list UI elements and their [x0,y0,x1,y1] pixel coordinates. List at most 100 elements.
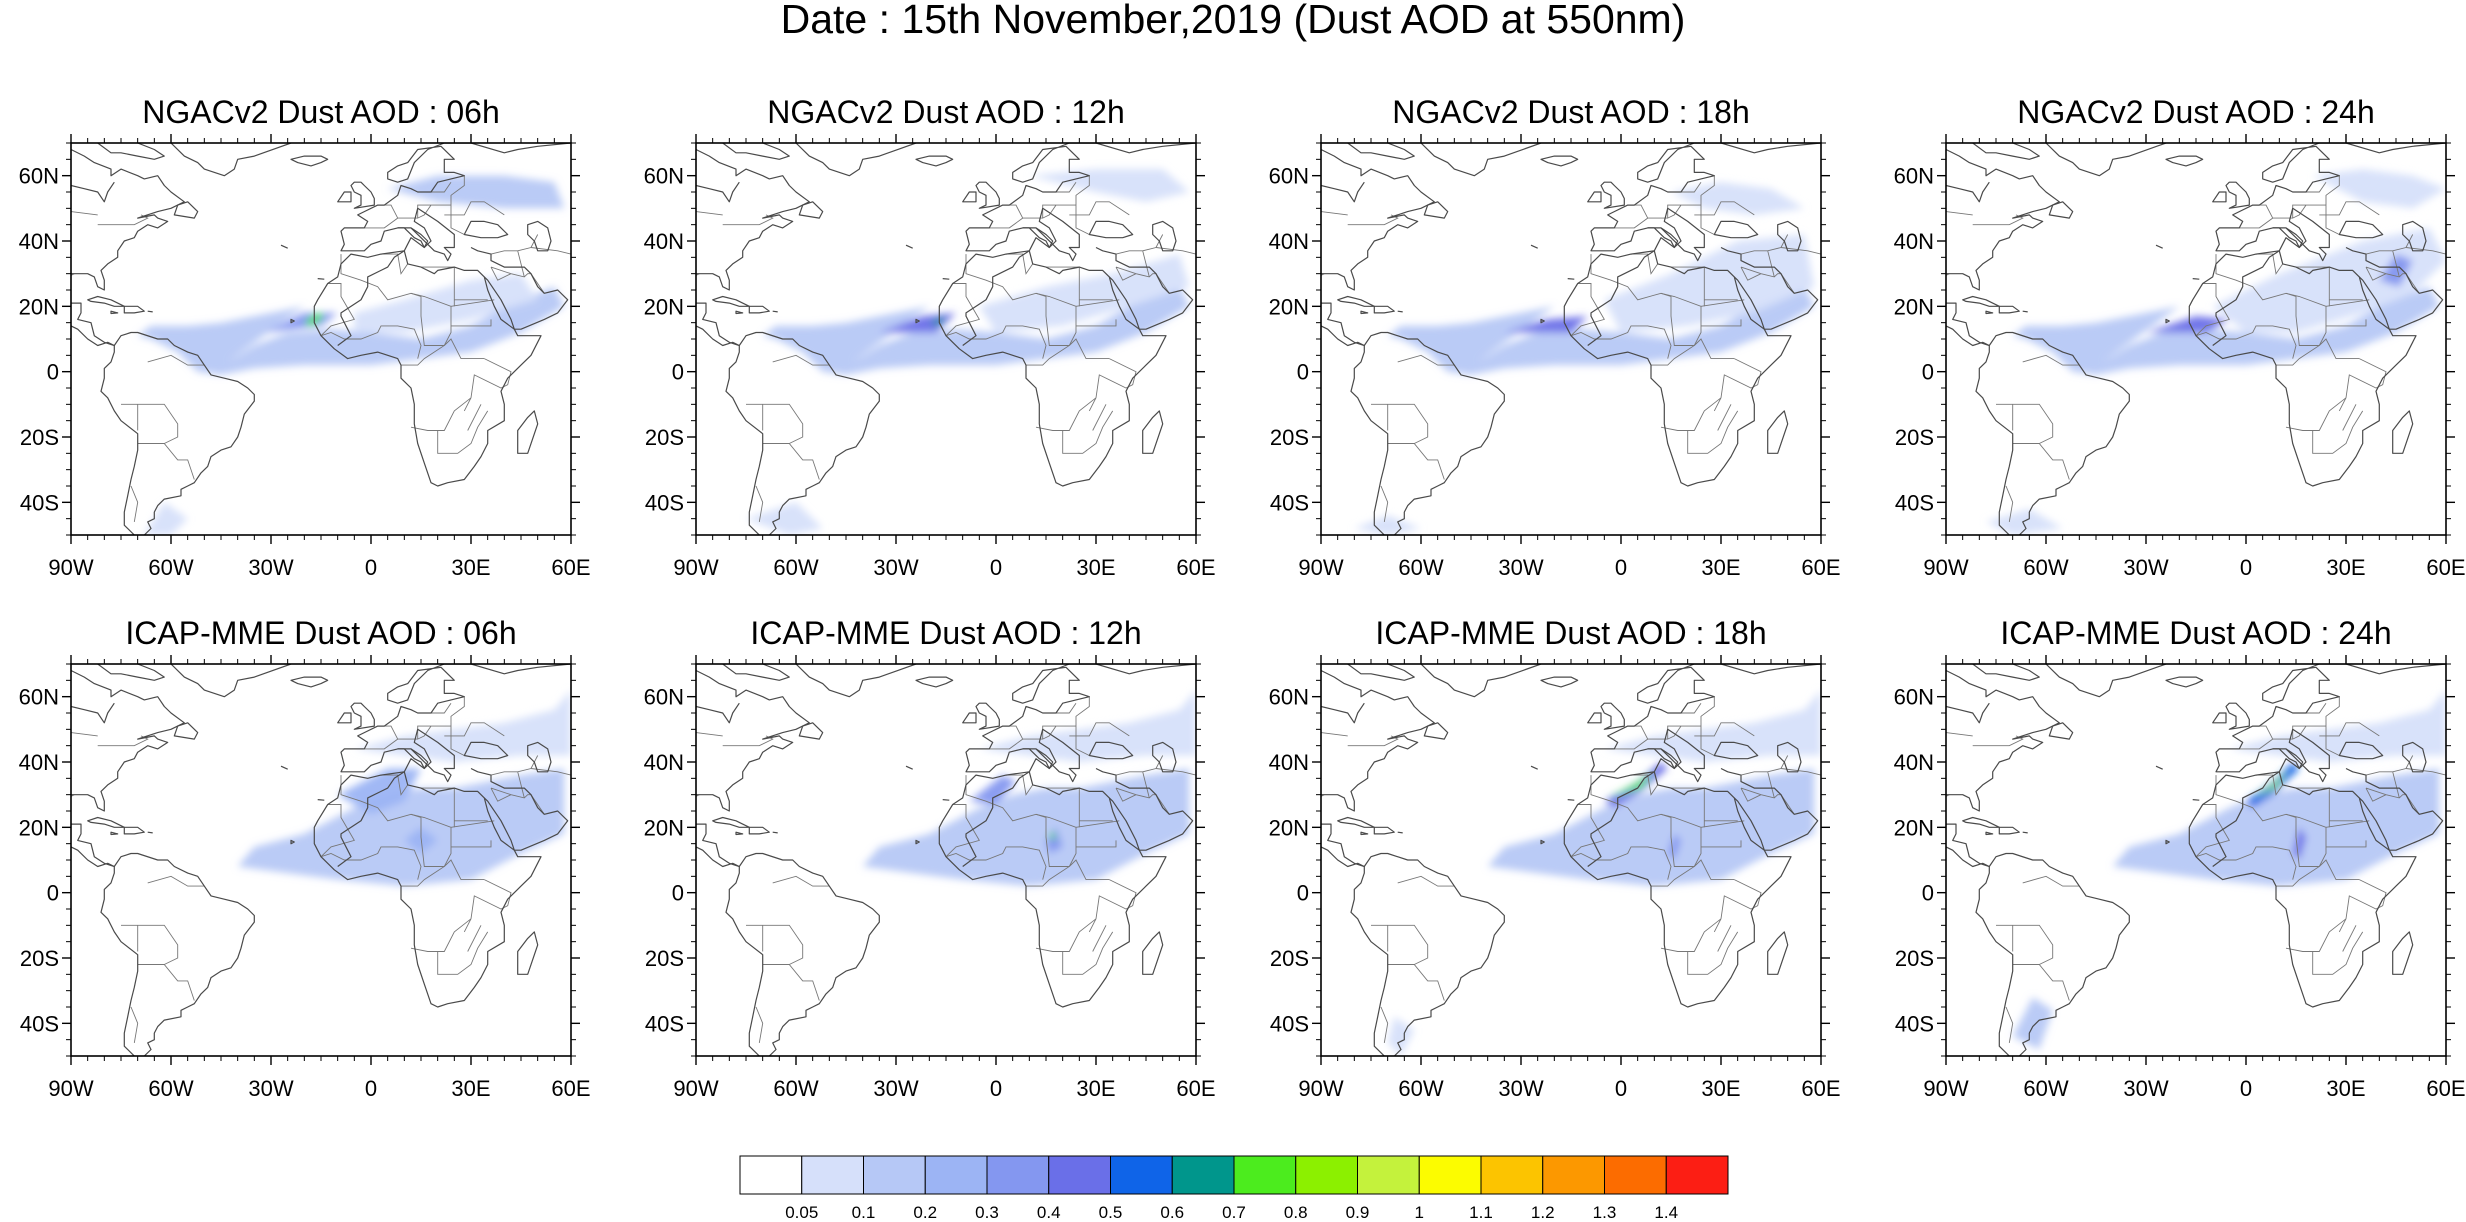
aod-contour [1604,690,1821,762]
lat-tick-label: 20N [1269,294,1309,319]
colorbar-tick-label: 0.9 [1346,1203,1370,1222]
lat-tick-label: 40S [20,1011,59,1036]
lon-tick-label: 90W [1298,555,1343,580]
lon-tick-label: 60E [551,555,590,580]
map-area [71,664,571,1056]
lat-tick-label: 60N [1894,685,1934,710]
colorbar-tick-label: 0.8 [1284,1203,1308,1222]
lat-tick-label: 0 [1922,360,1934,385]
lat-tick-label: 0 [1297,360,1309,385]
lat-tick-label: 20S [1895,946,1934,971]
aod-contour [1604,234,1815,333]
lat-tick-label: 40S [1270,1011,1309,1036]
lon-tick-label: 30W [248,1076,293,1101]
figure-title: Date : 15th November,2019 (Dust AOD at 5… [781,0,1686,42]
colorbar-swatch [986,1155,1050,1195]
panel-title: NGACv2 Dust AOD : 12h [767,94,1124,130]
colorbar-swatch [1418,1155,1482,1195]
lat-tick-label: 60N [19,164,59,189]
lon-tick-label: 30E [451,555,490,580]
colorbar-swatch [1480,1155,1544,1195]
panel-title: ICAP-MME Dust AOD : 18h [1375,615,1766,651]
map-panel: ICAP-MME Dust AOD : 18h 90W 60W 30W 0 30E 60E 6… [1269,615,1841,1101]
colorbar-swatch [863,1155,926,1195]
lon-tick-label: 60W [1398,555,1443,580]
lat-tick-label: 40S [1270,490,1309,515]
lon-tick-label: 60W [148,1076,193,1101]
lon-tick-label: 30E [1076,555,1115,580]
map-panel: NGACv2 Dust AOD : 12h 90W 60W 30W 0 30E 60E 60N… [644,94,1216,580]
panel-title: ICAP-MME Dust AOD : 06h [125,615,516,651]
lat-tick-label: 40N [1269,229,1309,254]
map-area [696,664,1196,1056]
map-panel: ICAP-MME Dust AOD : 06h 90W 60W 30W 0 30E 60E 6… [19,615,591,1101]
lon-tick-label: 0 [990,1076,1002,1101]
colorbar-swatch [1233,1155,1297,1195]
lat-tick-label: 0 [47,360,59,385]
lon-tick-label: 0 [1615,555,1627,580]
aod-contour [2112,768,2440,887]
colorbar-swatch [924,1155,988,1195]
panel-title: NGACv2 Dust AOD : 24h [2017,94,2374,130]
colorbar-swatch [1295,1155,1358,1195]
lon-tick-label: 30W [1498,555,1543,580]
map-panel: ICAP-MME Dust AOD : 12h 90W 60W 30W 0 30E 60E 6… [644,615,1216,1101]
aod-contour [1986,508,2063,535]
lon-tick-label: 0 [990,555,1002,580]
lon-tick-label: 60W [2023,1076,2068,1101]
lon-tick-label: 60E [1176,555,1215,580]
lat-tick-label: 40N [1269,750,1309,775]
panel-title: NGACv2 Dust AOD : 18h [1392,94,1749,130]
map-area [71,143,571,535]
lon-tick-label: 30E [1701,1076,1740,1101]
lon-tick-label: 60W [773,555,818,580]
lon-tick-label: 30E [451,1076,490,1101]
lat-tick-label: 20S [645,425,684,450]
colorbar: 0.05 0.1 0.2 0.3 0.4 0.5 0.6 0.7 0.8 0.9 1 1.1 1.2 1.… [739,1155,1729,1222]
lat-tick-label: 20S [20,425,59,450]
lon-tick-label: 60E [1176,1076,1215,1101]
lon-tick-label: 60E [2426,555,2465,580]
lat-tick-label: 60N [1894,164,1934,189]
lat-tick-label: 20N [19,815,59,840]
lon-tick-label: 60E [551,1076,590,1101]
aod-contour [354,273,538,333]
lat-tick-label: 40S [645,1011,684,1036]
lon-tick-label: 60W [773,1076,818,1101]
map-panel: NGACv2 Dust AOD : 18h 90W 60W 30W 0 30E 60E 60N… [1269,94,1841,580]
lon-tick-label: 60W [148,555,193,580]
lat-tick-label: 40N [644,750,684,775]
lon-tick-label: 60W [1398,1076,1443,1101]
colorbar-tick-label: 0.5 [1099,1203,1123,1222]
lat-tick-label: 40N [1894,229,1934,254]
lon-tick-label: 30W [1498,1076,1543,1101]
lat-tick-label: 20S [1270,425,1309,450]
colorbar-swatch [1110,1155,1173,1195]
panel-title: ICAP-MME Dust AOD : 24h [2000,615,2391,651]
colorbar-swatch [739,1155,803,1195]
aod-contour [2379,254,2413,287]
lat-tick-label: 60N [1269,164,1309,189]
lat-tick-label: 0 [672,360,684,385]
lon-tick-label: 0 [2240,1076,2252,1101]
colorbar-tick-label: 1.2 [1531,1203,1555,1222]
lat-tick-label: 40N [1894,750,1934,775]
lon-tick-label: 90W [673,555,718,580]
lon-tick-label: 90W [48,1076,93,1101]
colorbar-tick-label: 1 [1415,1203,1424,1222]
lon-tick-label: 30W [2123,555,2168,580]
lat-tick-label: 60N [19,685,59,710]
map-panel: NGACv2 Dust AOD : 06h 90W 60W 30W 0 30E 60E 60N… [19,94,591,580]
lon-tick-label: 30W [2123,1076,2168,1101]
lat-tick-label: 20N [1894,815,1934,840]
lon-tick-label: 0 [2240,555,2252,580]
aod-contour [879,312,956,333]
aod-contour [1046,827,1063,854]
lon-tick-label: 90W [1923,1076,1968,1101]
lon-tick-label: 60E [1801,555,1840,580]
lon-tick-label: 60E [2426,1076,2465,1101]
aod-contour [2229,690,2446,762]
dust-aod-field [2012,690,2446,1050]
aod-contour [387,175,565,209]
lat-tick-label: 20S [20,946,59,971]
